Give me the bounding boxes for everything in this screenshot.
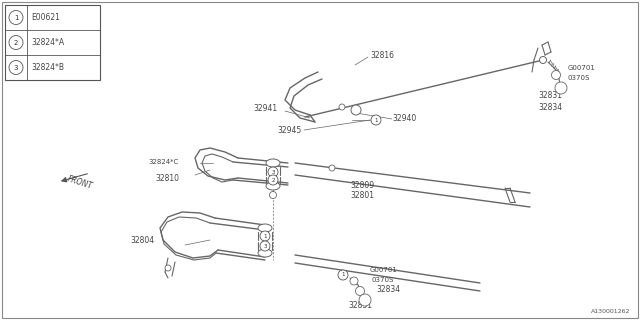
Text: 32831: 32831	[348, 300, 372, 309]
Text: G00701: G00701	[568, 65, 596, 71]
Text: 32834: 32834	[538, 102, 562, 111]
Circle shape	[350, 277, 358, 285]
Text: 1: 1	[263, 234, 267, 238]
Text: 1: 1	[13, 14, 19, 20]
Circle shape	[269, 191, 276, 198]
Circle shape	[165, 265, 171, 271]
Circle shape	[351, 105, 361, 115]
Text: E00621: E00621	[31, 13, 60, 22]
Text: 2: 2	[14, 39, 18, 45]
Circle shape	[260, 241, 270, 251]
Text: 1: 1	[341, 273, 345, 277]
Text: 32824*C: 32824*C	[148, 159, 179, 165]
Circle shape	[339, 104, 345, 110]
Text: 3: 3	[263, 244, 267, 249]
Circle shape	[359, 294, 371, 306]
Text: FRONT: FRONT	[66, 174, 93, 191]
Text: 0370S: 0370S	[372, 277, 394, 283]
Text: G00701: G00701	[370, 267, 398, 273]
Text: 3: 3	[13, 65, 19, 70]
Text: 32824*A: 32824*A	[31, 38, 64, 47]
Ellipse shape	[266, 182, 280, 190]
Text: 0370S: 0370S	[568, 75, 590, 81]
Text: 1: 1	[374, 117, 378, 123]
Text: 32810: 32810	[155, 173, 179, 182]
Text: 32804: 32804	[130, 236, 154, 244]
Text: 32816: 32816	[370, 51, 394, 60]
Text: 32831: 32831	[538, 91, 562, 100]
Text: A130001262: A130001262	[591, 309, 630, 314]
Circle shape	[338, 270, 348, 280]
Circle shape	[329, 165, 335, 171]
Text: 32801: 32801	[350, 190, 374, 199]
Text: 32941: 32941	[253, 103, 277, 113]
Circle shape	[555, 82, 567, 94]
Text: 3: 3	[271, 170, 275, 174]
Circle shape	[9, 36, 23, 50]
Circle shape	[355, 286, 365, 295]
Circle shape	[552, 70, 561, 79]
Ellipse shape	[266, 159, 280, 167]
Circle shape	[9, 11, 23, 25]
Ellipse shape	[258, 224, 272, 232]
Circle shape	[268, 175, 278, 185]
Text: 32945: 32945	[278, 125, 302, 134]
Circle shape	[268, 167, 278, 177]
Circle shape	[540, 57, 547, 63]
Text: 32940: 32940	[392, 114, 416, 123]
Ellipse shape	[258, 249, 272, 257]
Text: 32809: 32809	[350, 180, 374, 189]
Bar	[5, 5, 100, 80]
Text: 32824*B: 32824*B	[31, 63, 64, 72]
Circle shape	[371, 115, 381, 125]
Text: 32834: 32834	[376, 285, 400, 294]
Circle shape	[9, 60, 23, 75]
Circle shape	[260, 231, 270, 241]
Text: 2: 2	[271, 178, 275, 182]
